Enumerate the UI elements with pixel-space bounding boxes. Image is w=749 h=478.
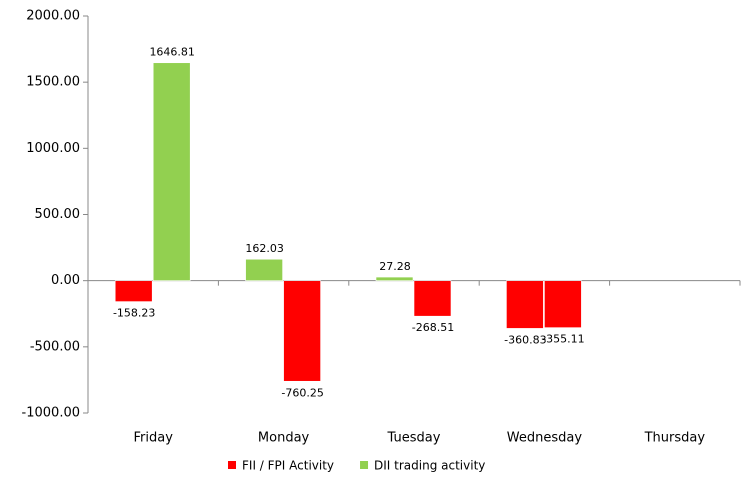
value-label: 27.28 (379, 260, 411, 273)
bar (413, 280, 452, 317)
x-tick-label: Tuesday (387, 431, 441, 446)
value-label: 1646.81 (149, 46, 195, 59)
y-tick-label: 1500.00 (26, 75, 80, 90)
y-tick-label: 0.00 (51, 273, 80, 288)
y-tick-label: 2000.00 (26, 9, 80, 24)
legend-label: FII / FPI Activity (242, 459, 334, 473)
value-label: -360.83 (504, 333, 546, 346)
legend-label: DII trading activity (374, 459, 485, 473)
value-label: 162.03 (245, 242, 284, 255)
x-tick-label: Friday (133, 431, 173, 446)
bar (152, 62, 191, 281)
bar (283, 280, 321, 382)
bar (375, 276, 414, 281)
value-label: -158.23 (113, 307, 155, 320)
value-label: -760.25 (281, 386, 323, 399)
y-tick-label: -500.00 (30, 339, 80, 354)
bar (245, 258, 283, 281)
legend-swatch (228, 461, 236, 469)
y-tick-label: -1000.00 (22, 406, 80, 421)
bar (114, 280, 153, 302)
bar (506, 280, 544, 329)
bar (544, 280, 582, 328)
y-tick-label: 500.00 (35, 207, 81, 222)
value-label: -355.11 (542, 333, 584, 346)
y-tick-label: 1000.00 (26, 141, 80, 156)
x-tick-label: Monday (258, 431, 310, 446)
x-tick-label: Thursday (644, 431, 706, 446)
legend-swatch (360, 461, 369, 469)
x-tick-label: Wednesday (507, 431, 583, 446)
value-label: -268.51 (412, 321, 454, 334)
